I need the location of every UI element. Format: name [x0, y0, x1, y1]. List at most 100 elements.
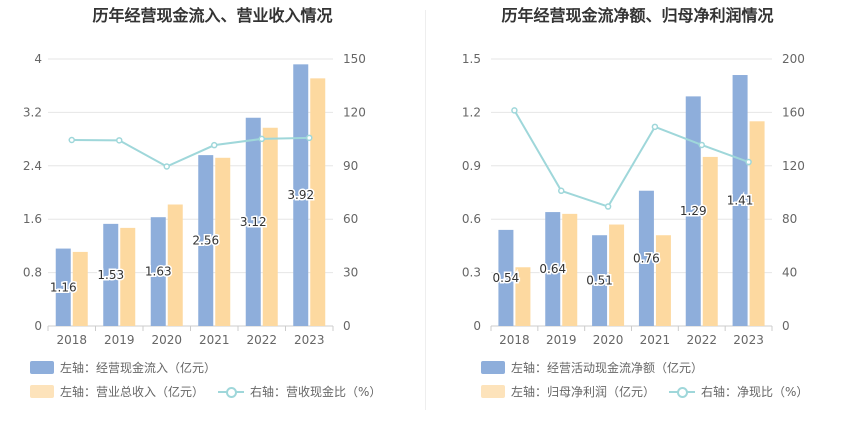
x-tick-label: 2020: [593, 333, 624, 347]
line-point: [306, 134, 313, 142]
legend-row: 左轴：营业总收入（亿元） 右轴：营收现金比（%）: [30, 383, 381, 400]
legend-label[interactable]: 左轴：归母净利润（亿元）: [511, 385, 656, 399]
bar-series-1: [732, 75, 748, 327]
line-point: [604, 203, 612, 210]
bar-series-2: [702, 156, 718, 326]
y-left-tick-label: 0: [34, 319, 42, 333]
bar-data-label: 0.64: [539, 262, 566, 276]
x-tick-label: 2020: [151, 333, 182, 347]
chart-title: 历年经营现金流入、营业收入情况: [92, 6, 333, 25]
x-tick-label: 2018: [56, 333, 87, 347]
legend-label[interactable]: 右轴：营收现金比（%）: [250, 385, 382, 399]
bar-series-1: [685, 96, 701, 326]
bar-series-2: [609, 224, 625, 326]
chart-svg: 0 0 0.3 40 0.6 80 0.9 120 1.2 160 1.5 200 2018 2019 20…: [462, 52, 805, 347]
line-point: [558, 187, 565, 195]
chart-panel-right: 历年经营现金流净额、归母净利润情况 0 0 0.3 40 0.6 80 0.9 120 1.2 1…: [425, 0, 850, 437]
line-series: [513, 109, 749, 208]
y-left-tick-label: 0: [473, 319, 481, 333]
x-tick-label: 2023: [294, 333, 325, 347]
bar-series-1: [638, 190, 654, 326]
y-left-tick-label: 2.4: [23, 159, 42, 173]
bar-data-label: 3.12: [240, 215, 267, 229]
y-right-tick-label: 120: [782, 159, 805, 173]
y-left-tick-label: 0.9: [462, 159, 481, 173]
line-point: [511, 107, 518, 114]
x-tick-label: 2018: [499, 333, 530, 347]
bar-data-label: 1.53: [97, 268, 124, 282]
line-point: [211, 141, 218, 149]
bar-series-1: [245, 117, 261, 327]
legend-swatch-line: [218, 385, 245, 398]
legend-label[interactable]: 左轴：经营现金流入（亿元）: [60, 361, 217, 375]
y-left-tick-label: 4: [34, 52, 42, 66]
bar-series-1: [545, 212, 561, 326]
y-right-tick-label: 30: [343, 266, 358, 280]
y-right-tick-label: 0: [782, 319, 790, 333]
x-tick-label: 2022: [686, 333, 717, 347]
y-right-tick-label: 40: [782, 266, 797, 280]
bar-series-2: [655, 235, 671, 326]
y-left-tick-label: 0.6: [462, 212, 481, 226]
y-left-tick-label: 1.2: [462, 105, 481, 119]
legend-swatch-bar2: [30, 385, 54, 398]
bar-series-2: [515, 267, 531, 326]
panel-divider: [425, 10, 426, 410]
y-right-tick-label: 200: [782, 52, 805, 66]
line-point: [745, 158, 752, 166]
line-point: [68, 136, 75, 144]
bar-series-2: [120, 227, 136, 326]
y-right-tick-label: 80: [782, 212, 797, 226]
y-left-tick-label: 1.5: [462, 52, 481, 66]
legend-swatch-line: [669, 385, 696, 398]
bar-series-2: [167, 204, 183, 326]
bar-data-label: 3.92: [287, 188, 314, 202]
bar-data-label: 1.16: [50, 280, 77, 294]
x-tick-label: 2021: [640, 333, 671, 347]
bar-data-label: 0.54: [493, 271, 520, 285]
y-left-tick-label: 3.2: [23, 105, 42, 119]
bar-series-1: [198, 155, 214, 326]
y-right-tick-label: 0: [343, 319, 351, 333]
x-tick-label: 2019: [546, 333, 577, 347]
x-tick-label: 2023: [733, 333, 764, 347]
y-right-tick-label: 90: [343, 159, 358, 173]
y-left-tick-label: 0.3: [462, 266, 481, 280]
legend-label[interactable]: 右轴：净现比（%）: [701, 385, 809, 399]
chart-title: 历年经营现金流净额、归母净利润情况: [501, 6, 774, 25]
line-point: [258, 135, 265, 143]
legend-row: 左轴：经营现金流入（亿元）: [30, 359, 216, 376]
bar-data-label: 2.56: [192, 234, 219, 248]
bar-series-2: [310, 78, 326, 326]
bar-data-label: 1.29: [680, 204, 707, 218]
legend-swatch-bar1: [30, 361, 54, 374]
x-tick-label: 2019: [104, 333, 135, 347]
y-right-tick-label: 150: [343, 52, 366, 66]
x-tick-label: 2022: [246, 333, 277, 347]
line-point: [651, 123, 659, 131]
chart-svg: 0 0 0.8 30 1.6 60 2.4 90 3.2 120 4 150 2018 2019 2020 2…: [23, 52, 366, 347]
legend-label[interactable]: 左轴：营业总收入（亿元）: [60, 385, 205, 399]
line-point: [163, 163, 170, 170]
y-right-tick-label: 160: [782, 105, 805, 119]
line-point: [116, 137, 123, 144]
legend-swatch-bar1: [481, 361, 505, 374]
y-right-tick-label: 120: [343, 105, 366, 119]
bar-series-1: [498, 229, 514, 326]
bar-series-1: [55, 248, 71, 326]
chart-panel-left: 历年经营现金流入、营业收入情况 0 0 0.8 30 1.6 60 2.4 90 3.2 120 4…: [23, 6, 382, 400]
bar-data-label: 1.41: [727, 194, 754, 208]
legend-row: 左轴：经营活动现金流净额（亿元）: [481, 359, 703, 376]
bar-series-1: [103, 223, 119, 326]
line-point: [698, 141, 705, 149]
bar-series-2: [72, 251, 88, 326]
bar-series-2: [215, 157, 231, 326]
bar-series-1: [592, 235, 608, 326]
bar-data-label: 0.76: [633, 251, 660, 265]
bar-series-1: [293, 64, 309, 326]
line-series: [71, 136, 310, 168]
bar-series-2: [262, 127, 278, 326]
legend-label[interactable]: 左轴：经营活动现金流净额（亿元）: [511, 361, 704, 375]
x-tick-label: 2021: [199, 333, 230, 347]
bar-series-2: [562, 213, 578, 326]
